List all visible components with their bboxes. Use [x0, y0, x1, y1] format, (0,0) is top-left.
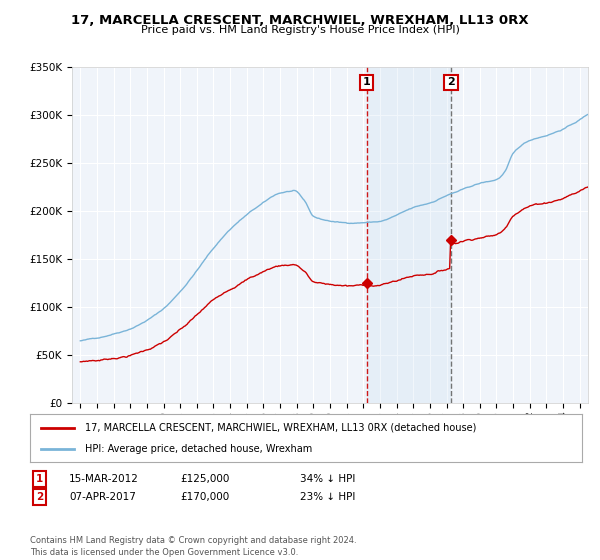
- Text: 17, MARCELLA CRESCENT, MARCHWIEL, WREXHAM, LL13 0RX (detached house): 17, MARCELLA CRESCENT, MARCHWIEL, WREXHA…: [85, 423, 476, 433]
- Text: 15-MAR-2012: 15-MAR-2012: [69, 474, 139, 484]
- Text: 23% ↓ HPI: 23% ↓ HPI: [300, 492, 355, 502]
- Text: Price paid vs. HM Land Registry's House Price Index (HPI): Price paid vs. HM Land Registry's House …: [140, 25, 460, 35]
- Text: 1: 1: [36, 474, 43, 484]
- Text: 34% ↓ HPI: 34% ↓ HPI: [300, 474, 355, 484]
- Text: Contains HM Land Registry data © Crown copyright and database right 2024.
This d: Contains HM Land Registry data © Crown c…: [30, 536, 356, 557]
- Text: 1: 1: [363, 77, 370, 87]
- Text: 07-APR-2017: 07-APR-2017: [69, 492, 136, 502]
- Text: 2: 2: [36, 492, 43, 502]
- Text: £125,000: £125,000: [180, 474, 229, 484]
- Text: 2: 2: [447, 77, 455, 87]
- Text: £170,000: £170,000: [180, 492, 229, 502]
- Text: HPI: Average price, detached house, Wrexham: HPI: Average price, detached house, Wrex…: [85, 444, 313, 454]
- Text: 17, MARCELLA CRESCENT, MARCHWIEL, WREXHAM, LL13 0RX: 17, MARCELLA CRESCENT, MARCHWIEL, WREXHA…: [71, 14, 529, 27]
